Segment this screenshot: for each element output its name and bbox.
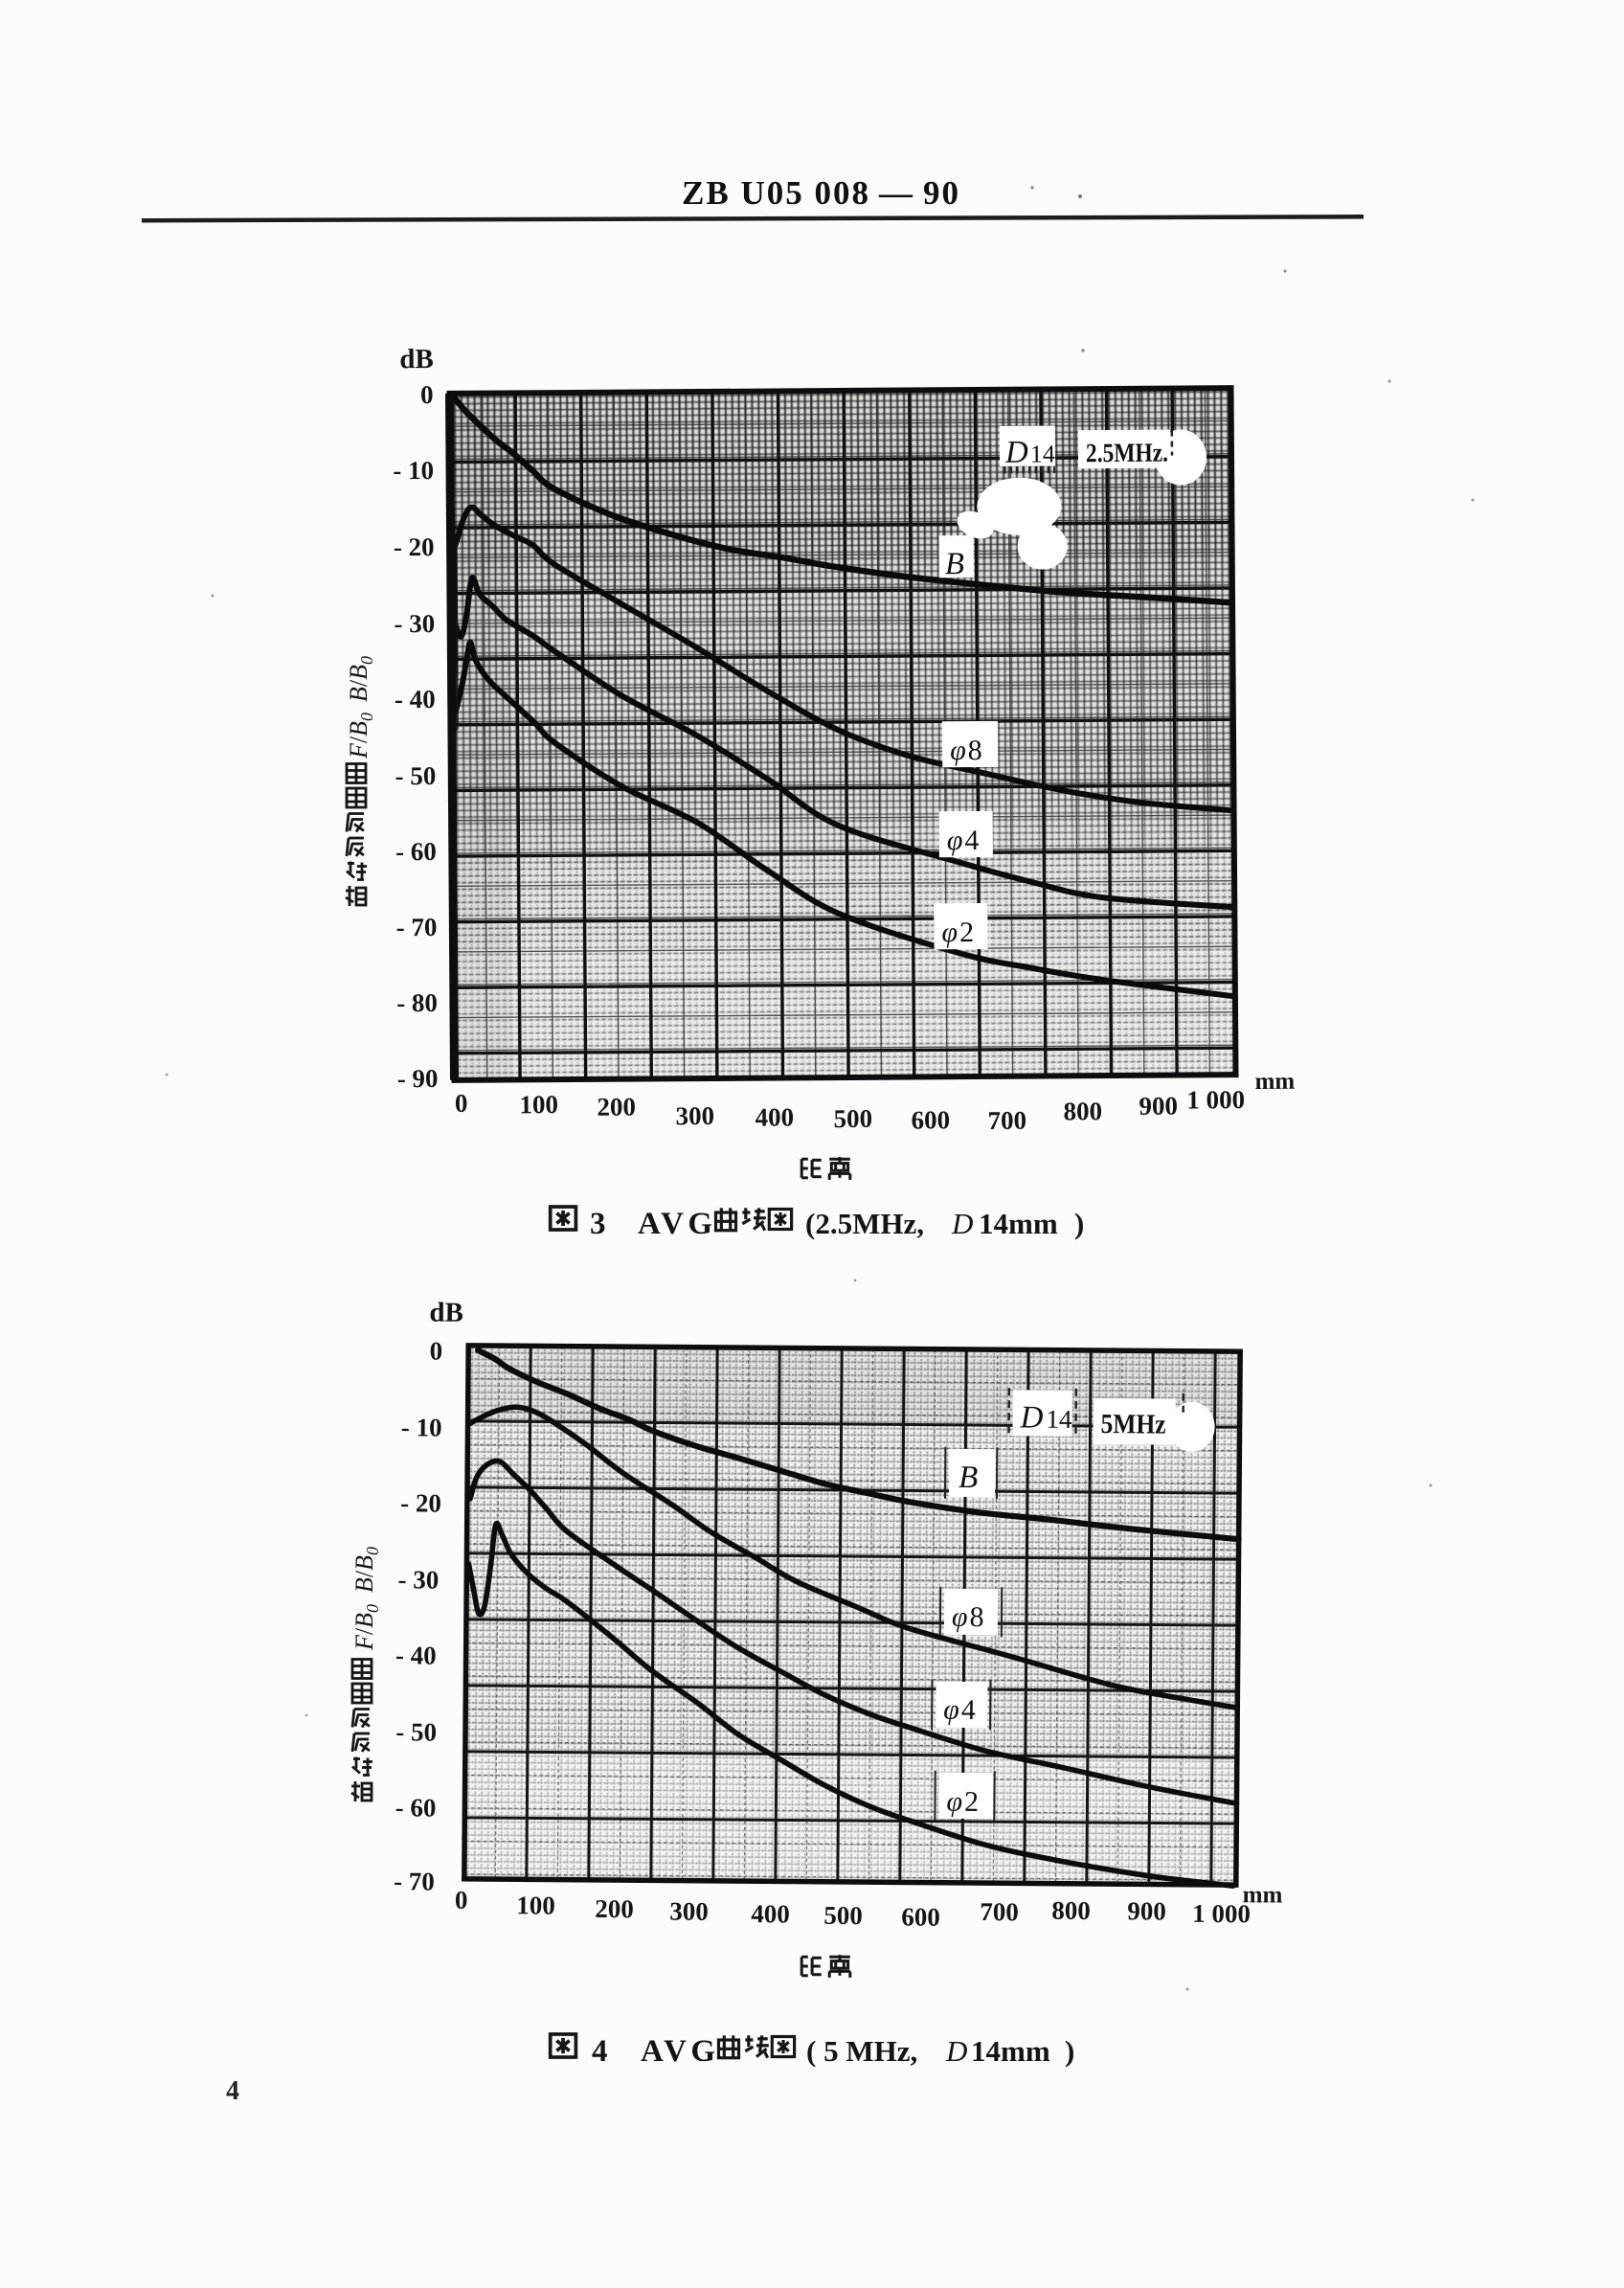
svg-text:600: 600 <box>911 1105 950 1134</box>
svg-text:500: 500 <box>833 1104 872 1133</box>
svg-text:0: 0 <box>420 380 434 409</box>
svg-text:- 20: - 20 <box>394 532 435 561</box>
svg-text:14mm: 14mm <box>979 1207 1058 1240</box>
svg-text:- 30: - 30 <box>394 609 435 638</box>
svg-text:- 60: - 60 <box>395 837 437 866</box>
svg-text:500: 500 <box>823 1901 863 1930</box>
svg-text:400: 400 <box>755 1102 794 1131</box>
svg-text:- 30: - 30 <box>397 1565 439 1594</box>
svg-text:dB: dB <box>429 1298 463 1328</box>
svg-text:- 40: - 40 <box>395 1641 437 1669</box>
svg-text:300: 300 <box>675 1101 714 1130</box>
svg-text:D: D <box>951 1207 973 1240</box>
svg-text:AVG: AVG <box>641 2034 720 2069</box>
svg-text:- 50: - 50 <box>395 761 436 790</box>
svg-text:800: 800 <box>1051 1896 1091 1925</box>
svg-text:0: 0 <box>430 1337 443 1366</box>
svg-text:- 40: - 40 <box>395 685 436 714</box>
svg-text:- 50: - 50 <box>395 1717 437 1746</box>
svg-text:900: 900 <box>1139 1092 1178 1121</box>
svg-text:4: 4 <box>592 2034 608 2069</box>
svg-text:dB: dB <box>399 344 434 374</box>
svg-text:1 000: 1 000 <box>1192 1899 1251 1928</box>
svg-text:3: 3 <box>590 1207 606 1241</box>
svg-text:- 70: - 70 <box>394 1867 435 1895</box>
svg-text:900: 900 <box>1127 1896 1166 1925</box>
svg-text:F/B0: F/B0 <box>345 713 376 759</box>
svg-text:2.5MHz.: 2.5MHz. <box>1086 439 1168 469</box>
svg-text:- 70: - 70 <box>396 913 438 941</box>
svg-text:1 000: 1 000 <box>1186 1085 1245 1114</box>
svg-text:100: 100 <box>519 1090 558 1119</box>
svg-text:5MHz: 5MHz <box>1100 1409 1165 1440</box>
svg-text:300: 300 <box>669 1897 709 1926</box>
svg-text:0: 0 <box>455 1089 468 1118</box>
svg-text:400: 400 <box>751 1899 790 1928</box>
svg-text:): ) <box>1065 2034 1074 2068</box>
svg-text:D14: D14 <box>1004 435 1055 469</box>
svg-text:B/B0: B/B0 <box>345 656 376 702</box>
svg-text:(2.5MHz,: (2.5MHz, <box>805 1207 924 1240</box>
svg-text:AVG: AVG <box>638 1207 717 1241</box>
svg-text:600: 600 <box>901 1902 940 1931</box>
svg-text:700: 700 <box>980 1897 1019 1926</box>
svg-text:200: 200 <box>595 1894 634 1923</box>
svg-text:- 80: - 80 <box>396 988 438 1017</box>
svg-text:mm: mm <box>1254 1069 1295 1095</box>
svg-text:0: 0 <box>455 1886 468 1914</box>
svg-text:D: D <box>945 2034 967 2068</box>
svg-text:200: 200 <box>597 1093 636 1121</box>
svg-text:- 20: - 20 <box>400 1488 441 1517</box>
svg-text:800: 800 <box>1063 1097 1102 1125</box>
svg-text:- 10: - 10 <box>393 456 434 485</box>
svg-text:- 10: - 10 <box>401 1413 442 1441</box>
svg-text:ZB U05 008 — 90: ZB U05 008 — 90 <box>682 174 960 212</box>
svg-text:4: 4 <box>226 2076 239 2106</box>
svg-text:- 90: - 90 <box>397 1064 439 1093</box>
svg-text:100: 100 <box>516 1891 555 1919</box>
svg-text:700: 700 <box>987 1106 1026 1135</box>
svg-text:B: B <box>945 547 964 581</box>
svg-text:D14: D14 <box>1019 1400 1072 1435</box>
svg-text:14mm: 14mm <box>971 2034 1050 2068</box>
svg-text:( 5 MHz,: ( 5 MHz, <box>806 2034 917 2068</box>
svg-text:B: B <box>959 1461 978 1495</box>
svg-text:F/B0: F/B0 <box>350 1604 382 1651</box>
svg-text:B/B0: B/B0 <box>350 1547 382 1593</box>
svg-text:): ) <box>1074 1207 1084 1240</box>
svg-text:mm: mm <box>1243 1882 1283 1908</box>
svg-text:- 60: - 60 <box>395 1793 437 1822</box>
